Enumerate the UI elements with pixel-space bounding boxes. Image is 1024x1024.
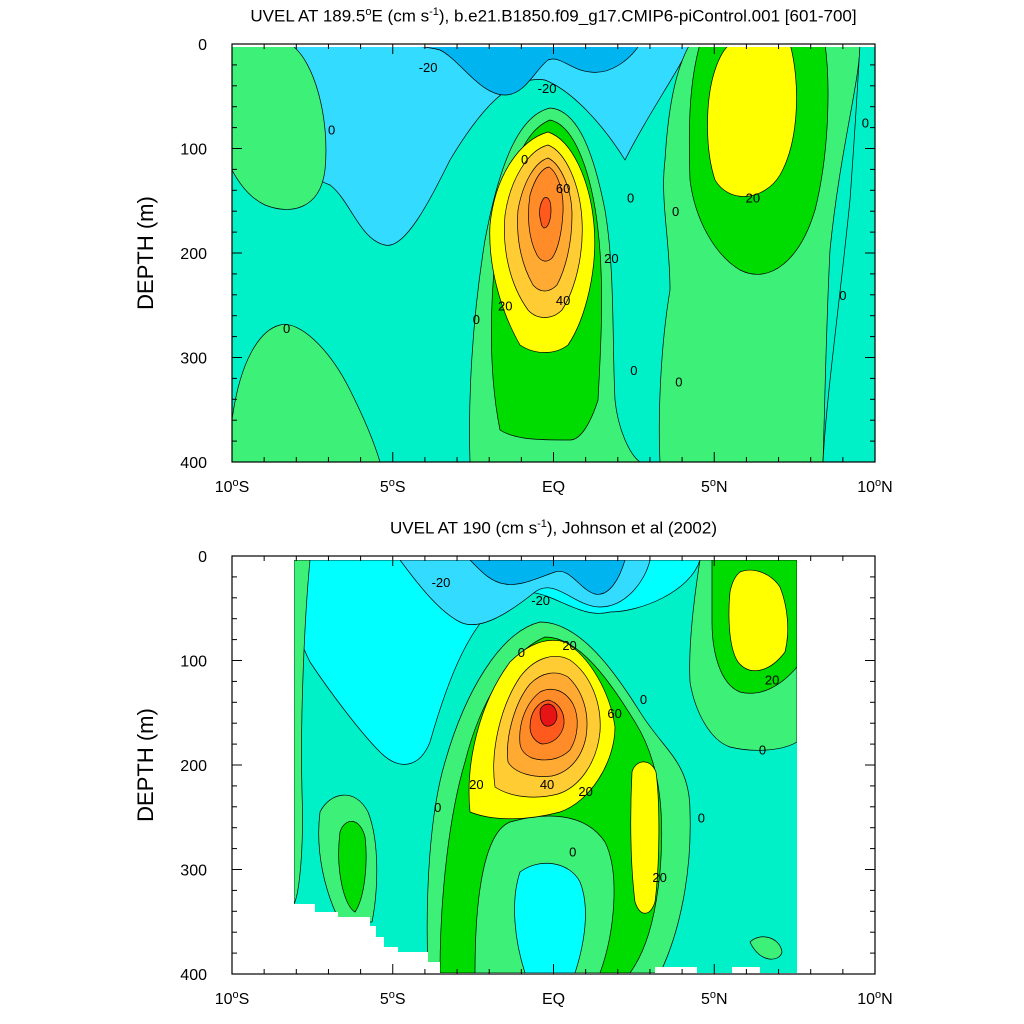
- observation-contour-label: 0: [434, 800, 441, 815]
- obs-fill-south-green-inner: [338, 821, 367, 913]
- model-contour-label: 20: [746, 191, 760, 206]
- observation-contour-label: 40: [540, 777, 554, 792]
- observation-contour-label: 20: [652, 870, 666, 885]
- observation-x-tick-label: 5oN: [701, 989, 728, 1008]
- observation-contour-label: 20: [578, 784, 592, 799]
- model-fill-westward-strong: [399, 44, 641, 96]
- observation-contour-label: 0: [698, 810, 705, 825]
- observation-x-tick-label: 5oS: [380, 989, 406, 1008]
- model-x-tick-label: 5oN: [701, 477, 728, 496]
- observation-contour-fills: [294, 560, 797, 973]
- observation-y-tick-label: 100: [180, 654, 207, 671]
- observation-x-tick-label: 10oS: [215, 989, 250, 1008]
- obs-fill-west-40: [469, 560, 626, 595]
- observation-contour-label: 20: [765, 672, 779, 687]
- model-y-tick-label: 100: [180, 142, 207, 159]
- observation-x-tick-label: 10oN: [857, 989, 892, 1008]
- model-contour-label: 0: [473, 312, 480, 327]
- observation-panel: UVEL AT 190 (cm s-1), Johnson et al (200…: [0, 512, 1024, 1024]
- model-fill-euc-60: [539, 197, 552, 229]
- model-x-tick-label: 5oS: [380, 477, 406, 496]
- model-fill-north-edge: [822, 44, 875, 462]
- observation-x-tick-label: EQ: [542, 991, 565, 1008]
- model-contour-label: 60: [556, 181, 570, 196]
- model-fill-north-20: [707, 44, 797, 197]
- obs-fill-north-deep: [749, 936, 783, 960]
- model-contour-label: 0: [521, 152, 528, 167]
- model-contour-label: 0: [630, 363, 637, 378]
- model-contour-label: 20: [498, 298, 512, 313]
- observation-contour-label: 0: [518, 645, 525, 660]
- observation-contour-label: 0: [640, 692, 647, 707]
- model-contour-label: 0: [328, 123, 335, 138]
- model-x-tick-label: EQ: [542, 479, 565, 496]
- observation-contour-label: 0: [569, 845, 576, 860]
- model-x-tick-label: 10oS: [215, 477, 250, 496]
- observation-y-tick-label: 0: [198, 549, 207, 566]
- model-contour-label: 40: [556, 293, 570, 308]
- obs-fill-south-green-left: [294, 560, 311, 905]
- observation-contour-label: -20: [531, 593, 550, 608]
- observation-y-tick-label: 200: [180, 758, 207, 775]
- obs-fill-euc-70: [539, 703, 558, 727]
- observation-contour-labels: -20 -20 20 0 0 60 20 0 20 40 20 0 0 0 20: [432, 575, 780, 885]
- observation-contour-label: 20: [469, 777, 483, 792]
- observation-panel-title: UVEL AT 190 (cm s-1), Johnson et al (200…: [390, 518, 717, 538]
- model-contour-label: 0: [862, 115, 869, 130]
- observation-contour-label: 0: [759, 742, 766, 757]
- model-panel-title: UVEL AT 189.5oE (cm s-1), b.e21.B1850.f0…: [250, 6, 857, 26]
- model-fill-westward: [232, 44, 691, 246]
- model-y-tick-label: 400: [180, 455, 207, 472]
- model-contour-label: 20: [604, 251, 618, 266]
- model-y-tick-label: 0: [198, 37, 207, 54]
- model-y-tick-label: 200: [180, 246, 207, 263]
- model-fill-south-upper: [232, 44, 327, 210]
- obs-fill-deep-cyan: [514, 863, 586, 973]
- obs-fill-mid-yellow: [630, 761, 660, 914]
- observation-contour-label: 60: [607, 706, 621, 721]
- observation-y-tick-label: 300: [180, 863, 207, 880]
- model-contour-labels: -20 -20 0 0 60 0 0 20 0 20 20 40 0 0 0 0 0: [283, 60, 869, 390]
- model-x-tick-label: 10oN: [857, 477, 892, 496]
- model-panel: UVEL AT 189.5oE (cm s-1), b.e21.B1850.f0…: [133, 6, 893, 496]
- model-contour-label: 0: [283, 321, 290, 336]
- observation-contour-label: 20: [562, 638, 576, 653]
- model-fill-south-lower: [232, 324, 381, 462]
- model-contour-label: 0: [627, 191, 634, 206]
- observation-y-tick-label: 400: [180, 967, 207, 984]
- observation-contour-label: -20: [432, 575, 451, 590]
- model-y-tick-label: 300: [180, 351, 207, 368]
- model-contour-label: -20: [538, 81, 557, 96]
- model-contour-fills: [232, 44, 875, 462]
- obs-fill-north-20: [728, 569, 789, 671]
- model-contour-label: 0: [672, 204, 679, 219]
- model-contour-label: 0: [675, 375, 682, 390]
- model-contour-label: 0: [839, 288, 846, 303]
- model-contour-label: -20: [419, 60, 438, 75]
- obs-fill-west-cyan: [294, 560, 701, 765]
